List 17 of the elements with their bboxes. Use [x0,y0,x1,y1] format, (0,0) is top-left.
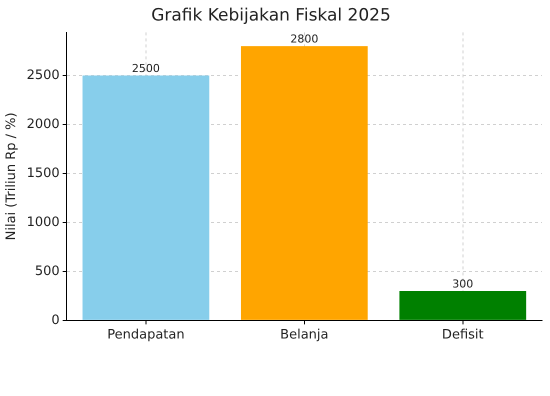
x-tick-label: Pendapatan [107,328,185,343]
x-tick-label: Defisit [442,328,484,343]
y-axis-title: Nilai (Triliun Rp / %) [4,112,20,240]
data-label: 2500 [132,62,160,75]
chart-title: Grafik Kebijakan Fiskal 2025 [151,6,391,26]
y-tick-label: 2000 [26,116,60,132]
data-label: 2800 [290,32,318,46]
y-tick-label: 1000 [26,214,60,230]
data-label: 300 [452,277,474,290]
y-tick-label: 2500 [26,68,60,83]
bar [240,46,368,320]
y-tick-label: 0 [51,312,60,328]
y-tick-label: 500 [34,264,60,279]
bar [399,291,526,320]
bar [82,76,210,320]
y-tick-label: 1500 [26,166,60,181]
x-tick-label: Belanja [280,328,328,343]
